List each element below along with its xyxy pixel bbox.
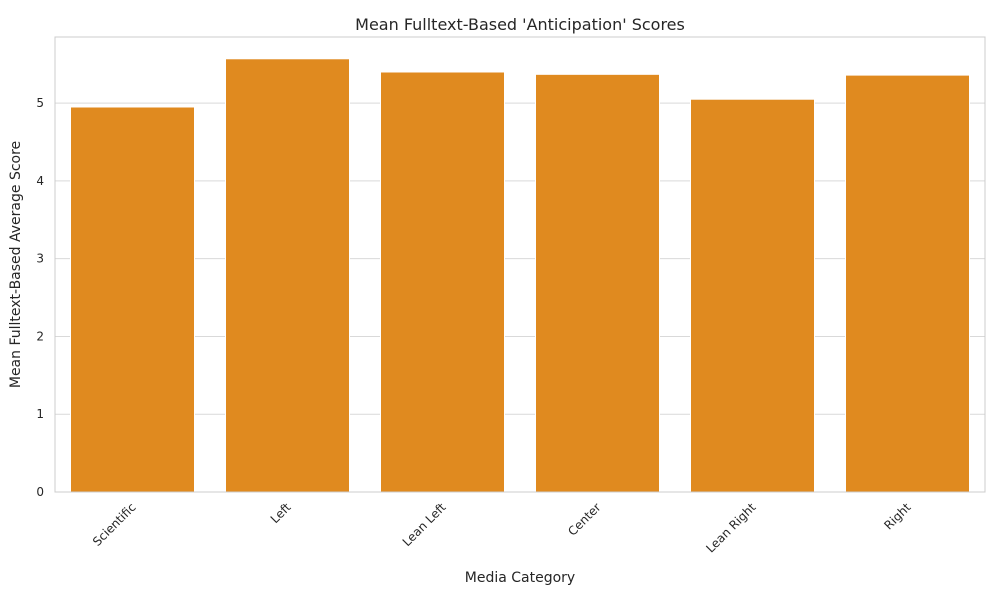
bar-lean-left [380, 71, 505, 493]
bars [70, 58, 970, 493]
y-tick-label: 0 [36, 485, 44, 499]
bar-left [225, 58, 350, 493]
x-tick-label: Lean Right [703, 500, 759, 556]
x-tick-label: Left [268, 500, 294, 526]
x-tick-label: Right [881, 500, 913, 532]
y-axis-label: Mean Fulltext-Based Average Score [8, 141, 24, 388]
x-tick-labels: Scientific Left Lean Left Center Lean Right R… [90, 500, 914, 556]
y-tick-label: 2 [36, 329, 44, 343]
x-tick-label: Lean Left [400, 500, 449, 549]
x-tick-label: Center [565, 500, 604, 539]
plot-frame [54, 36, 986, 493]
y-tick-labels: 0 1 2 3 4 5 [36, 96, 44, 499]
bar-scientific [70, 106, 195, 493]
y-tick-label: 4 [36, 174, 44, 188]
bar-center [535, 73, 660, 493]
x-tick-label: Scientific [90, 500, 139, 549]
chart-title: Mean Fulltext-Based 'Anticipation' Score… [355, 15, 685, 34]
bar-right [845, 74, 970, 493]
bar-lean-right [690, 98, 815, 493]
x-axis-label: Media Category [465, 570, 575, 586]
y-tick-label: 5 [36, 96, 44, 110]
y-tick-label: 1 [36, 407, 44, 421]
y-tick-label: 3 [36, 252, 44, 266]
